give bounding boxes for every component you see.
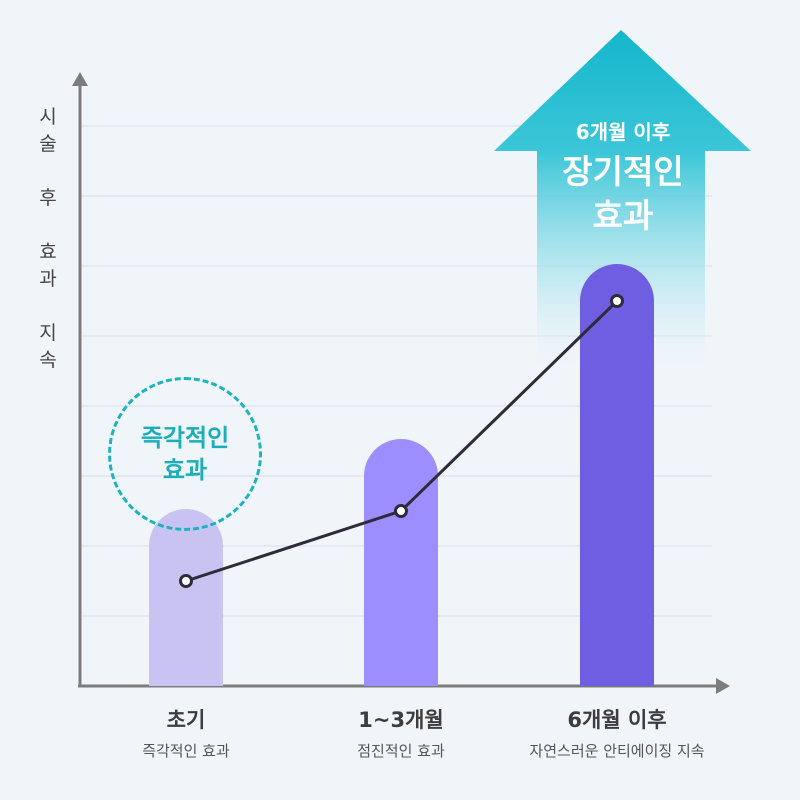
- badge-line-1: 즉각적인: [140, 424, 230, 452]
- arrow-title-line-2: 효과: [592, 196, 654, 235]
- y-label-char: 과: [39, 268, 57, 290]
- bar: [580, 264, 654, 686]
- trend-point: [610, 294, 624, 308]
- category-description: 즉각적인 효과: [142, 742, 230, 760]
- y-label-char: 효: [39, 241, 57, 263]
- y-axis-arrow-icon: [72, 72, 88, 86]
- arrow-title-line-1: 장기적인: [562, 152, 684, 191]
- long-term-arrow: [494, 30, 751, 380]
- y-label-char: 술: [39, 133, 57, 155]
- y-label-char: 시: [39, 106, 57, 128]
- category-label: 6개월 이후: [567, 708, 667, 732]
- y-label-char: [36, 158, 60, 185]
- immediate-effect-badge: 즉각적인 효과: [108, 377, 262, 531]
- category-description: 점진적인 효과: [357, 742, 445, 760]
- y-label-char: [36, 293, 60, 320]
- trend-point: [394, 504, 408, 518]
- category-label: 초기: [166, 708, 206, 732]
- category-label: 1~3개월: [358, 708, 444, 732]
- bars: [149, 264, 654, 686]
- badge-line-2: 효과: [162, 456, 208, 484]
- bar: [364, 439, 438, 686]
- arrow-title: 장기적인 효과: [495, 150, 751, 238]
- x-axis-arrow-icon: [716, 678, 730, 694]
- y-label-char: [36, 212, 60, 239]
- y-label-char: 속: [39, 349, 57, 371]
- bar: [149, 509, 223, 686]
- trend-line: [179, 294, 624, 588]
- trend-point: [179, 574, 193, 588]
- y-label-char: 후: [39, 187, 57, 209]
- y-label-char: 지: [39, 322, 57, 344]
- up-arrow-icon: [494, 30, 751, 380]
- category-description: 자연스러운 안티에이징 지속: [529, 742, 705, 760]
- arrow-subtitle: 6개월 이후: [575, 120, 671, 144]
